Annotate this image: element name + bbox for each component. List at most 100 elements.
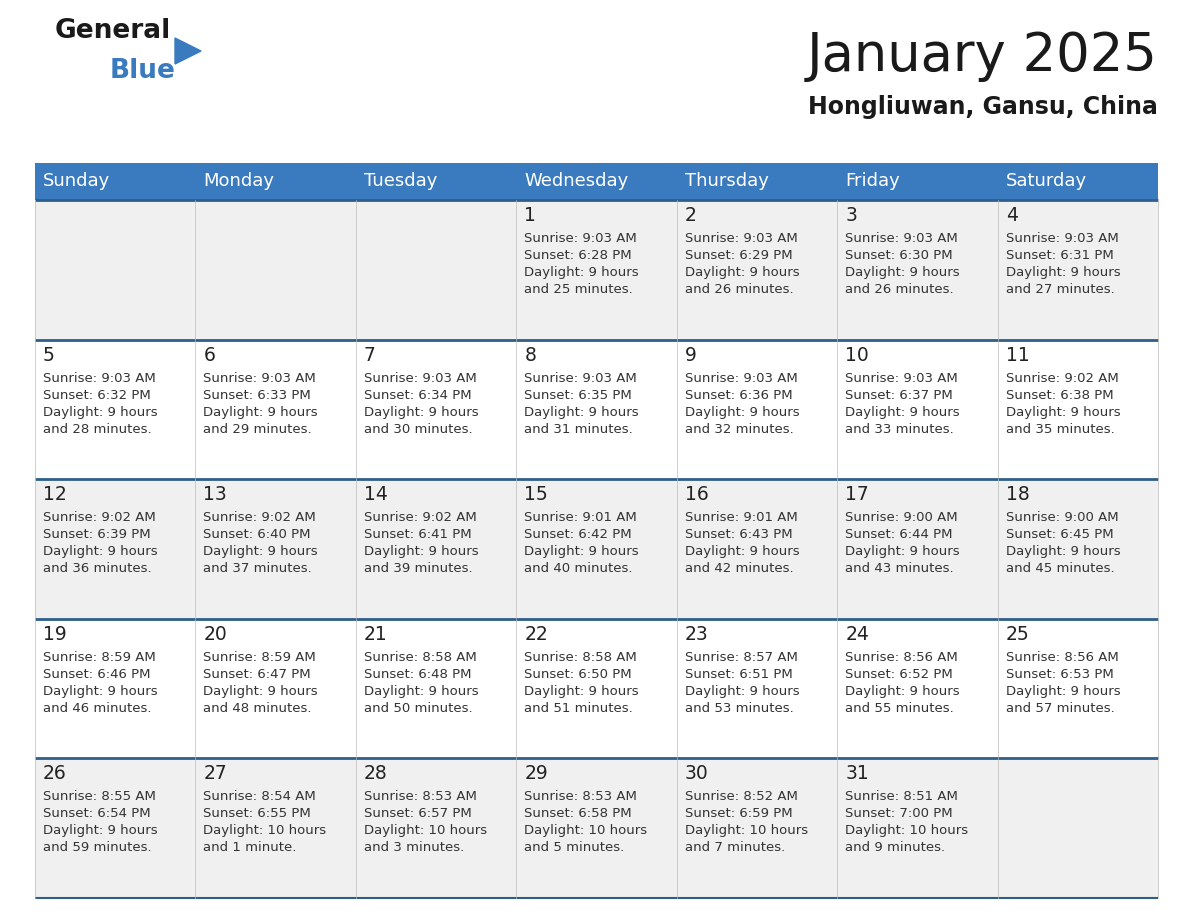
Text: Sunrise: 8:56 AM: Sunrise: 8:56 AM (845, 651, 958, 664)
Text: 24: 24 (845, 625, 868, 644)
Text: Sunset: 6:58 PM: Sunset: 6:58 PM (524, 808, 632, 821)
Text: Sunrise: 8:54 AM: Sunrise: 8:54 AM (203, 790, 316, 803)
Text: 28: 28 (364, 765, 387, 783)
Text: 13: 13 (203, 486, 227, 504)
Text: Sunrise: 9:00 AM: Sunrise: 9:00 AM (1005, 511, 1118, 524)
Text: 8: 8 (524, 345, 536, 364)
Bar (517, 200, 677, 340)
Text: 27: 27 (203, 765, 227, 783)
Text: Daylight: 9 hours: Daylight: 9 hours (845, 545, 960, 558)
Text: Daylight: 10 hours: Daylight: 10 hours (364, 824, 487, 837)
Text: and 7 minutes.: and 7 minutes. (684, 842, 785, 855)
Text: Blue: Blue (110, 58, 176, 84)
Text: 26: 26 (43, 765, 67, 783)
Text: Sunrise: 9:03 AM: Sunrise: 9:03 AM (684, 232, 797, 245)
Text: Daylight: 9 hours: Daylight: 9 hours (364, 685, 479, 698)
Text: Sunrise: 9:03 AM: Sunrise: 9:03 AM (203, 372, 316, 385)
Bar (677, 758, 838, 898)
Bar (677, 619, 838, 758)
Bar (517, 479, 677, 619)
Text: Sunset: 6:38 PM: Sunset: 6:38 PM (1005, 388, 1113, 401)
Text: Sunrise: 9:02 AM: Sunrise: 9:02 AM (203, 511, 316, 524)
Text: Sunset: 6:35 PM: Sunset: 6:35 PM (524, 388, 632, 401)
Bar (998, 200, 1158, 340)
Bar (196, 479, 356, 619)
Text: 1: 1 (524, 206, 536, 225)
Bar (998, 758, 1158, 898)
Text: Sunset: 6:32 PM: Sunset: 6:32 PM (43, 388, 151, 401)
Text: Daylight: 9 hours: Daylight: 9 hours (364, 406, 479, 419)
Text: 5: 5 (43, 345, 55, 364)
Text: 14: 14 (364, 486, 387, 504)
Bar (34, 758, 196, 898)
Text: and 27 minutes.: and 27 minutes. (1005, 283, 1114, 296)
Text: Wednesday: Wednesday (524, 173, 628, 191)
Text: Daylight: 9 hours: Daylight: 9 hours (43, 685, 158, 698)
Text: Sunset: 6:50 PM: Sunset: 6:50 PM (524, 667, 632, 681)
Text: Sunday: Sunday (43, 173, 110, 191)
Text: Sunrise: 8:53 AM: Sunrise: 8:53 AM (364, 790, 476, 803)
Text: Sunrise: 8:52 AM: Sunrise: 8:52 AM (684, 790, 797, 803)
Text: Sunset: 6:45 PM: Sunset: 6:45 PM (1005, 528, 1113, 542)
Text: Daylight: 9 hours: Daylight: 9 hours (203, 685, 318, 698)
Bar (34, 479, 196, 619)
Text: and 53 minutes.: and 53 minutes. (684, 701, 794, 715)
Text: Daylight: 9 hours: Daylight: 9 hours (684, 406, 800, 419)
Text: Friday: Friday (845, 173, 899, 191)
Text: Daylight: 9 hours: Daylight: 9 hours (845, 406, 960, 419)
Text: 22: 22 (524, 625, 548, 644)
Text: and 50 minutes.: and 50 minutes. (364, 701, 473, 715)
Text: Daylight: 9 hours: Daylight: 9 hours (203, 545, 318, 558)
Text: 19: 19 (43, 625, 67, 644)
Text: Sunset: 6:42 PM: Sunset: 6:42 PM (524, 528, 632, 542)
Text: Sunset: 6:33 PM: Sunset: 6:33 PM (203, 388, 311, 401)
Text: Daylight: 9 hours: Daylight: 9 hours (1005, 406, 1120, 419)
Text: Daylight: 10 hours: Daylight: 10 hours (524, 824, 647, 837)
Text: Sunset: 6:34 PM: Sunset: 6:34 PM (364, 388, 472, 401)
Text: Sunrise: 9:00 AM: Sunrise: 9:00 AM (845, 511, 958, 524)
Text: Daylight: 9 hours: Daylight: 9 hours (684, 685, 800, 698)
Text: Sunset: 6:44 PM: Sunset: 6:44 PM (845, 528, 953, 542)
Text: General: General (55, 18, 171, 44)
Text: Daylight: 9 hours: Daylight: 9 hours (43, 824, 158, 837)
Bar (677, 479, 838, 619)
Text: and 57 minutes.: and 57 minutes. (1005, 701, 1114, 715)
Text: and 40 minutes.: and 40 minutes. (524, 562, 633, 576)
Text: Daylight: 10 hours: Daylight: 10 hours (203, 824, 327, 837)
Text: and 26 minutes.: and 26 minutes. (845, 283, 954, 296)
Text: 21: 21 (364, 625, 387, 644)
Bar (998, 619, 1158, 758)
Bar (998, 340, 1158, 479)
Bar (196, 200, 356, 340)
Bar (356, 619, 517, 758)
Text: and 1 minute.: and 1 minute. (203, 842, 297, 855)
Text: Sunset: 6:57 PM: Sunset: 6:57 PM (364, 808, 472, 821)
Text: and 33 minutes.: and 33 minutes. (845, 422, 954, 436)
Text: Sunset: 6:28 PM: Sunset: 6:28 PM (524, 249, 632, 262)
Bar (517, 340, 677, 479)
Text: Sunrise: 9:03 AM: Sunrise: 9:03 AM (845, 232, 958, 245)
Text: Sunset: 6:41 PM: Sunset: 6:41 PM (364, 528, 472, 542)
Text: and 59 minutes.: and 59 minutes. (43, 842, 152, 855)
Text: and 39 minutes.: and 39 minutes. (364, 562, 473, 576)
Text: and 26 minutes.: and 26 minutes. (684, 283, 794, 296)
Text: 25: 25 (1005, 625, 1029, 644)
Text: Sunrise: 9:01 AM: Sunrise: 9:01 AM (524, 511, 637, 524)
Text: and 31 minutes.: and 31 minutes. (524, 422, 633, 436)
Text: and 3 minutes.: and 3 minutes. (364, 842, 465, 855)
Text: Sunrise: 8:51 AM: Sunrise: 8:51 AM (845, 790, 958, 803)
Text: Sunset: 6:37 PM: Sunset: 6:37 PM (845, 388, 953, 401)
Text: 17: 17 (845, 486, 868, 504)
Text: and 51 minutes.: and 51 minutes. (524, 701, 633, 715)
Bar (838, 758, 998, 898)
Text: Sunset: 6:53 PM: Sunset: 6:53 PM (1005, 667, 1113, 681)
Text: and 28 minutes.: and 28 minutes. (43, 422, 152, 436)
Bar (517, 163, 677, 200)
Bar (838, 163, 998, 200)
Text: Sunset: 6:30 PM: Sunset: 6:30 PM (845, 249, 953, 262)
Text: 7: 7 (364, 345, 375, 364)
Text: and 25 minutes.: and 25 minutes. (524, 283, 633, 296)
Text: Sunrise: 8:56 AM: Sunrise: 8:56 AM (1005, 651, 1118, 664)
Text: Sunset: 6:52 PM: Sunset: 6:52 PM (845, 667, 953, 681)
Text: 9: 9 (684, 345, 696, 364)
